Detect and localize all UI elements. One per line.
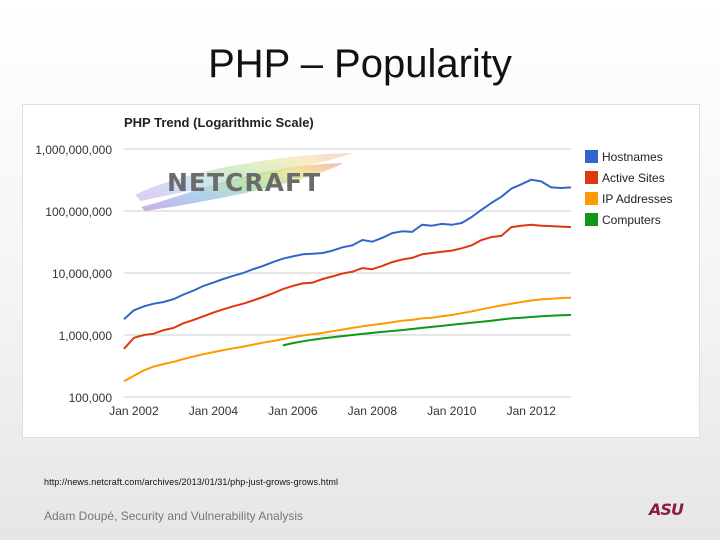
legend-swatch [585,150,598,163]
series-line-hostnames [123,178,572,320]
legend-label: Computers [602,213,661,227]
php-trend-chart: PHP Trend (Logarithmic Scale) 100,000 1,0… [35,115,673,418]
y-tick-label: 100,000,000 [45,205,112,219]
series-line-ip-addresses [123,296,572,383]
series-line-active-sites [123,223,572,350]
y-tick-label: 1,000,000 [59,329,113,343]
slide-title: PHP – Popularity [208,42,512,86]
x-tick-label: Jan 2008 [348,404,398,418]
asu-logo-text: ASU [647,500,684,518]
series-lines [123,178,572,383]
footer-author: Adam Doupé, Security and Vulnerability A… [44,509,304,523]
legend: Hostnames Active Sites IP Addresses Compute… [585,150,673,227]
y-tick-label: 10,000,000 [52,267,112,281]
netcraft-logo: NETCRAFT [135,153,353,211]
asu-logo: ASU [647,500,685,518]
legend-swatch [585,213,598,226]
chart-panel: PHP Trend (Logarithmic Scale) 100,000 1,0… [22,104,700,438]
x-tick-label: Jan 2002 [109,404,159,418]
x-axis-ticks: Jan 2002 Jan 2004 Jan 2006 Jan 2008 Jan 2010… [109,404,556,418]
chart-title: PHP Trend (Logarithmic Scale) [124,115,314,130]
x-tick-label: Jan 2006 [268,404,318,418]
legend-label: IP Addresses [602,192,673,206]
x-tick-label: Jan 2010 [427,404,477,418]
legend-label: Hostnames [602,150,663,164]
legend-swatch [585,171,598,184]
x-tick-label: Jan 2004 [189,404,239,418]
legend-swatch [585,192,598,205]
y-tick-label: 1,000,000,000 [35,143,112,157]
netcraft-logo-text: NETCRAFT [167,168,321,197]
x-tick-label: Jan 2012 [507,404,557,418]
y-axis-ticks: 100,000 1,000,000 10,000,000 100,000,000 1,0… [35,143,112,405]
y-tick-label: 100,000 [69,391,113,405]
source-url: http://news.netcraft.com/archives/2013/0… [44,477,339,487]
legend-label: Active Sites [602,171,665,185]
series-line-computers [282,314,572,347]
